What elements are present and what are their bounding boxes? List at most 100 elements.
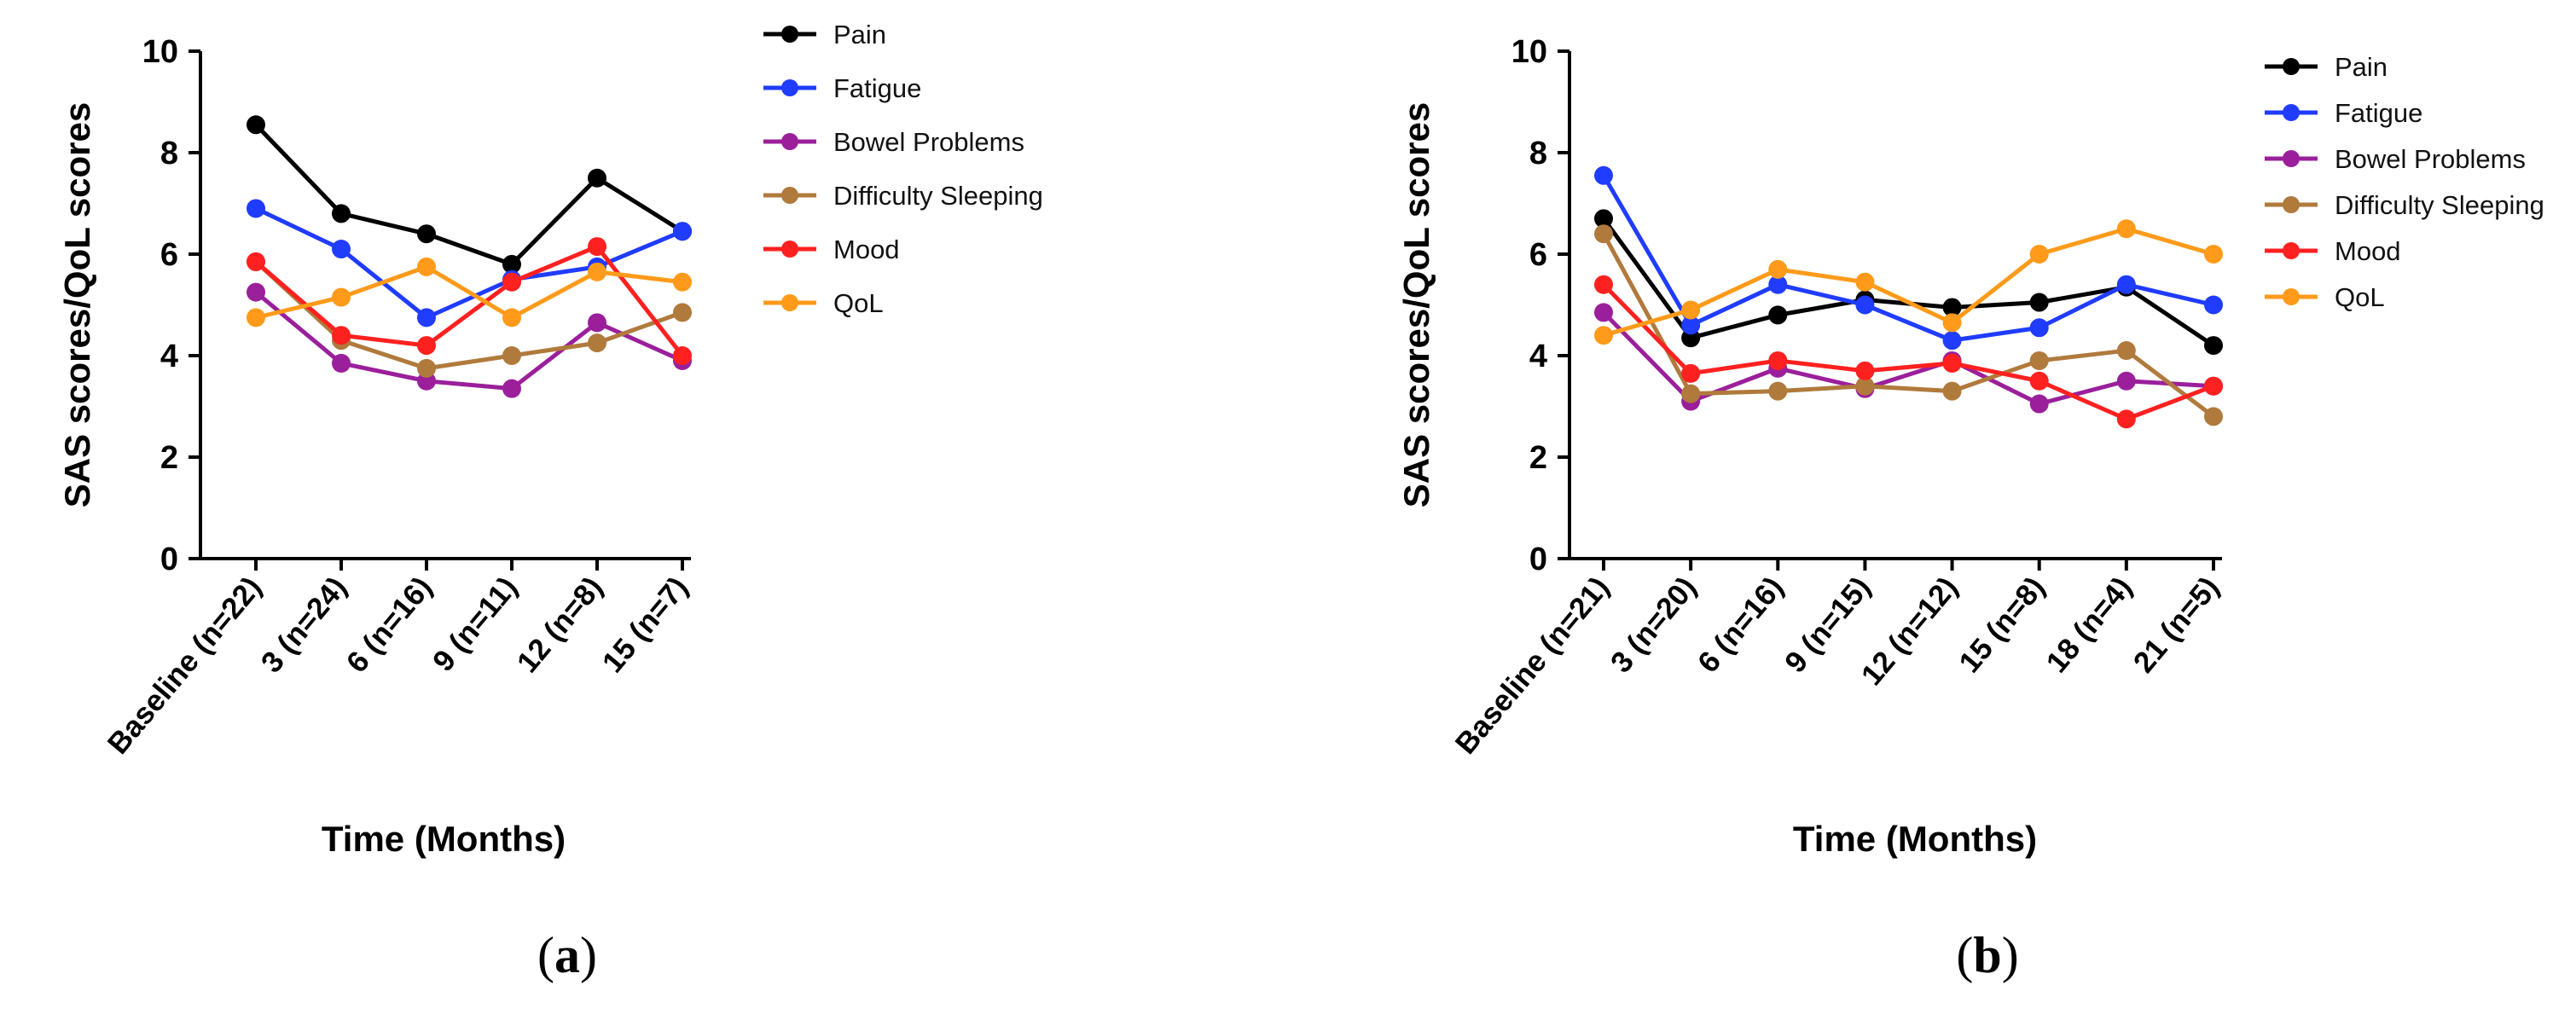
data-point-qol [2029, 245, 2049, 264]
caption-open-paren: ( [1956, 927, 1973, 983]
data-point-difficulty-sleeping [1681, 384, 1701, 403]
data-point-mood [1681, 363, 1701, 383]
data-point-fatigue [1768, 275, 1788, 294]
legend-marker-fatigue [2283, 104, 2300, 121]
data-point-pain [332, 204, 351, 223]
data-point-fatigue [2204, 295, 2223, 315]
series-line-difficulty-sleeping [1601, 233, 2215, 419]
data-point-difficulty-sleeping [1942, 381, 1962, 401]
y-tick-label: 0 [1529, 542, 1547, 577]
legend-marker-mood [2283, 242, 2300, 259]
data-point-fatigue [673, 222, 692, 241]
legend-marker-fatigue [781, 79, 798, 96]
data-point-mood [417, 336, 436, 356]
data-point-pain [588, 168, 606, 188]
data-point-mood [1855, 361, 1875, 380]
data-point-mood [2029, 371, 2049, 391]
caption-close-paren: ) [2002, 927, 2019, 983]
legend-label-qol: QoL [833, 288, 884, 318]
y-axis-title: SAS scores/QoL scores [57, 102, 97, 507]
data-point-fatigue [2029, 318, 2049, 338]
x-tick-label: 6 (n=16) [340, 571, 439, 679]
data-point-qol [1942, 313, 1962, 333]
data-point-qol [332, 287, 351, 307]
y-tick-label: 4 [1529, 339, 1547, 374]
series-line-qol [1603, 226, 2214, 338]
data-point-bowel-problems [247, 282, 265, 302]
data-point-bowel-problems [502, 379, 521, 398]
legend-marker-bowel-problems [781, 133, 798, 150]
x-tick-label: 21 (n=5) [2127, 571, 2226, 679]
series-line-bowel-problems [1602, 310, 2214, 407]
data-point-difficulty-sleeping [1855, 376, 1875, 396]
legend-marker-difficulty-sleeping [2283, 196, 2300, 213]
series-line-pain [254, 123, 684, 267]
data-point-bowel-problems [2116, 371, 2136, 391]
data-point-difficulty-sleeping [1594, 224, 1613, 244]
legend-marker-pain [781, 26, 798, 43]
x-tick-label: 6 (n=16) [1691, 571, 1790, 679]
data-point-mood [502, 272, 521, 292]
legend-label-bowel-problems: Bowel Problems [2335, 144, 2526, 174]
data-point-fatigue [2116, 275, 2136, 294]
data-point-mood [1594, 275, 1613, 294]
data-point-qol [1594, 326, 1613, 345]
data-point-fatigue [1681, 316, 1701, 335]
data-point-mood [2116, 409, 2136, 429]
series-line-bowel-problems [254, 290, 684, 391]
data-point-fatigue [332, 240, 351, 259]
data-point-pain [1942, 298, 1962, 317]
legend-label-fatigue: Fatigue [833, 73, 921, 103]
x-tick-label: 15 (n=7) [596, 571, 695, 679]
legend-label-difficulty-sleeping: Difficulty Sleeping [833, 181, 1043, 211]
data-point-qol [588, 262, 606, 281]
legend-label-pain: Pain [2335, 52, 2387, 82]
x-axis-title: Time (Months) [1793, 819, 2037, 859]
data-point-fatigue [417, 308, 436, 327]
caption-letter: b [1973, 927, 2001, 983]
data-point-pain [247, 115, 265, 135]
data-point-pain [1768, 305, 1788, 325]
data-point-qol [2116, 219, 2136, 239]
y-tick-label: 6 [1529, 237, 1547, 273]
data-point-bowel-problems [2029, 394, 2049, 414]
series-line-difficulty-sleeping [254, 260, 683, 371]
caption-letter: a [554, 927, 580, 983]
legend-label-bowel-problems: Bowel Problems [833, 127, 1024, 157]
data-point-pain [502, 254, 521, 274]
data-point-mood [332, 326, 351, 345]
panel-caption: (b) [1956, 927, 2018, 983]
data-point-difficulty-sleeping [2116, 341, 2136, 361]
data-point-pain [417, 224, 436, 244]
data-point-mood [1942, 353, 1962, 373]
chart-panel-a: 0 2 4 6 8 10 Baseline (n=22)3 (n=24)6 (n=16)9 … [57, 20, 1043, 983]
series-line-fatigue [1601, 174, 2214, 343]
data-point-qol [1855, 272, 1875, 292]
data-point-fatigue [1594, 165, 1613, 185]
y-tick-label: 8 [1529, 136, 1547, 171]
data-point-difficulty-sleeping [1768, 381, 1788, 401]
data-point-pain [1594, 209, 1613, 229]
x-tick-label: Baseline (n=21) [1449, 571, 1616, 761]
y-tick-label: 4 [160, 339, 178, 374]
legend-label-difficulty-sleeping: Difficulty Sleeping [2335, 190, 2544, 220]
x-tick-label: 12 (n=8) [511, 571, 610, 679]
data-point-bowel-problems [1594, 303, 1613, 322]
data-point-mood [247, 252, 265, 271]
data-point-qol [247, 308, 265, 327]
y-tick-label: 8 [160, 136, 178, 171]
y-tick-label: 2 [1529, 440, 1547, 476]
data-point-qol [2204, 245, 2223, 264]
legend-marker-pain [2283, 58, 2300, 75]
data-point-fatigue [247, 199, 265, 218]
data-point-fatigue [1855, 295, 1875, 315]
data-point-difficulty-sleeping [417, 358, 436, 378]
legend-label-pain: Pain [833, 20, 886, 49]
x-tick-label: 18 (n=4) [2039, 571, 2138, 679]
series-line-mood [254, 244, 684, 357]
data-point-mood [588, 237, 606, 257]
legend-label-mood: Mood [2335, 236, 2401, 266]
legend-label-qol: QoL [2335, 282, 2385, 312]
y-tick-label: 10 [1511, 34, 1547, 70]
